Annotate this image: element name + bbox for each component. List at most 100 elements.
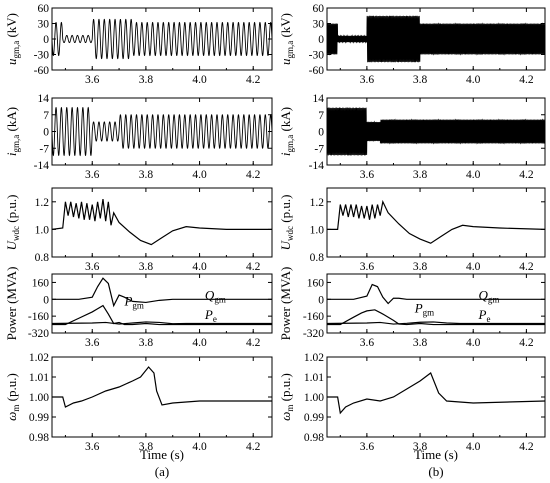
x-tick-label: 3.6 (85, 337, 100, 349)
y-tick-label: 1.02 (29, 352, 49, 364)
y-tick-label: 0.8 (35, 252, 50, 264)
x-tick-label: 3.8 (139, 261, 154, 273)
x-tick-label: 3.6 (85, 261, 100, 273)
y-tick-label: -320 (303, 328, 324, 340)
series-line (327, 199, 545, 244)
axes-frame (51, 187, 273, 258)
x-tick-label: 3.8 (413, 74, 428, 86)
series-line-p-gm (327, 309, 545, 326)
y-tick-label: 160 (32, 277, 50, 289)
y-tick-label: -160 (303, 311, 324, 323)
series-line (52, 198, 272, 246)
y-tick-label: 1.01 (304, 372, 324, 384)
y-axis-label: igm,a (kA) (4, 107, 21, 156)
x-tick-label: 3.8 (413, 337, 428, 349)
x-tick-label: 3.6 (360, 261, 375, 273)
y-tick-label: 0.99 (304, 412, 324, 424)
x-tick-label: 4.2 (246, 441, 261, 453)
panel-b-4: 3.6 3.8 4.0 4.2 1.02 1.01 1.00 0.99 0.98 ωm (p.u.… (278, 352, 546, 453)
axes-frame (51, 273, 273, 334)
y-tick-label: -14 (34, 160, 50, 172)
x-tick-label: 4.2 (519, 74, 534, 86)
series-line-p-gm (52, 304, 272, 326)
y-tick-label: -60 (34, 65, 50, 77)
y-tick-label: 1.2 (35, 197, 50, 209)
x-tick-label: 3.6 (85, 74, 100, 86)
panel-b-3: 3.6 3.8 4.0 4.2 160 0 -160 -320 Power (MVA) Qgm Pg… (278, 267, 546, 349)
y-axis-label: ugm,a (kV) (278, 13, 295, 65)
x-tick-label: 4.2 (246, 74, 261, 86)
series-line (52, 106, 272, 157)
y-tick-label: 0 (318, 127, 324, 139)
y-tick-label: 1.2 (310, 197, 325, 209)
y-tick-label: -160 (28, 311, 49, 323)
y-tick-label: -320 (28, 328, 49, 340)
x-axis-label: Time (s) (140, 447, 184, 462)
x-tick-label: 4.0 (192, 441, 207, 453)
x-tick-label: 3.6 (360, 337, 375, 349)
y-tick-label: 1.0 (310, 224, 325, 236)
axes-frame (326, 273, 546, 334)
x-tick-label: 3.8 (139, 337, 154, 349)
x-tick-label: 3.6 (85, 441, 100, 453)
caption-b: (b) (428, 464, 443, 479)
y-tick-label: 1.00 (304, 392, 324, 404)
x-tick-label: 3.8 (139, 169, 154, 181)
x-tick-label: 4.2 (246, 169, 261, 181)
panel-b-1: 3.6 3.8 4.0 4.2 14 7 0 -7 -14 igm,a (kA) (278, 93, 546, 181)
x-tick-label: 4.2 (519, 337, 534, 349)
x-tick-label: 4.0 (192, 74, 207, 86)
panel-a-3: 3.6 3.8 4.0 4.2 160 0 -160 -320 Power (MVA) Qgm Pg… (4, 267, 273, 349)
y-tick-label: 0.98 (304, 432, 324, 444)
x-tick-label: 4.2 (246, 261, 261, 273)
y-tick-label: 0 (318, 34, 324, 46)
y-tick-label: 1.02 (304, 352, 324, 364)
panel-a-0: 3.6 3.8 4.0 4.2 60 30 0 -30 -60 ugm,a (kV) (4, 3, 273, 86)
x-tick-label: 4.0 (192, 337, 207, 349)
x-tick-label: 3.8 (413, 261, 428, 273)
x-tick-label: 4.0 (466, 74, 481, 86)
x-axis-label-b: Time (s) (414, 447, 458, 462)
y-tick-label: -30 (34, 50, 50, 62)
y-tick-label: 160 (307, 277, 325, 289)
x-tick-label: 3.6 (360, 169, 375, 181)
x-tick-label: 4.0 (466, 169, 481, 181)
y-axis-label: igm,a (kA) (278, 107, 295, 156)
y-tick-label: 30 (38, 19, 50, 31)
y-axis-label: ugm,a (kV) (4, 13, 21, 65)
y-axis-label: Power (MVA) (278, 267, 293, 341)
series-line-p-e (52, 321, 272, 325)
caption-a: (a) (155, 464, 169, 479)
series-line-q-gm (52, 277, 272, 308)
y-axis-label: ωm (p.u.) (278, 373, 295, 421)
y-tick-label: -7 (39, 143, 49, 155)
y-tick-label: 7 (318, 110, 324, 122)
y-tick-label: 0 (43, 34, 49, 46)
series-line (327, 372, 545, 415)
panel-a-4: 3.6 3.8 4.0 4.2 1.02 1.01 1.00 0.99 0.98 ωm (p.u.… (4, 352, 273, 453)
x-tick-label: 3.8 (139, 74, 154, 86)
y-tick-label: 0.99 (29, 412, 49, 424)
panel-b-0: 3.6 3.8 4.0 4.2 60 30 0 -30 -60 ugm,a (kV) (278, 3, 546, 86)
series-line (327, 15, 545, 63)
axes-frame (326, 187, 546, 258)
annotation-label: Pe (204, 307, 217, 324)
axes-frame (51, 356, 273, 438)
panel-b-2: 3.6 3.8 4.0 4.2 1.2 1.0 0.8 Uwdc (p.u.) (278, 187, 546, 273)
x-tick-label: 4.0 (466, 337, 481, 349)
annotation-label: Pe (478, 307, 491, 324)
x-tick-label: 3.8 (413, 441, 428, 453)
series-line (52, 366, 272, 408)
panel-a-2: 3.6 3.8 4.0 4.2 1.2 1.0 0.8 Uwdc (p.u.) (4, 187, 273, 273)
annotation-label: Pgm (123, 294, 143, 311)
x-tick-label: 4.0 (466, 261, 481, 273)
axes-frame (326, 356, 546, 438)
y-tick-label: 14 (38, 93, 50, 105)
x-tick-label: 4.2 (519, 441, 534, 453)
series-line (327, 107, 545, 156)
y-tick-label: 14 (313, 93, 325, 105)
panel-a-1: 3.6 3.8 4.0 4.2 14 7 0 -7 -14 igm,a (kA) (4, 93, 273, 181)
annotation-label: Qgm (205, 287, 226, 304)
y-tick-label: 30 (313, 19, 325, 31)
y-axis-label: Uwdc (p.u.) (4, 195, 21, 251)
